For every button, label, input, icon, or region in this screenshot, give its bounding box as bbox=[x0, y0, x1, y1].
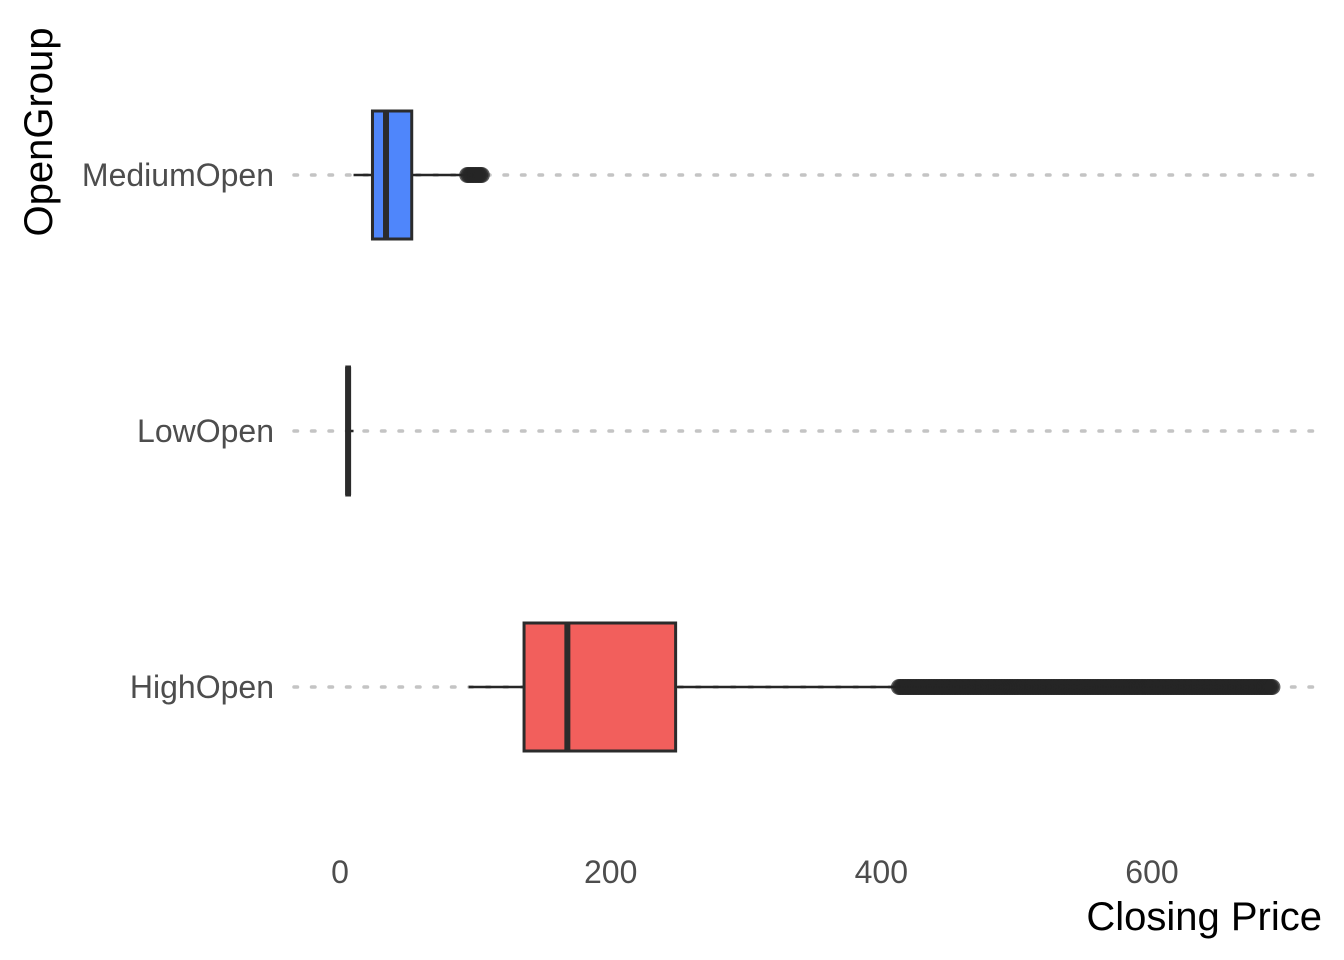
y-axis-title: OpenGroup bbox=[17, 27, 61, 236]
y-tick-labels: MediumOpen LowOpen HighOpen bbox=[82, 157, 274, 705]
outlier-point-MediumOpen-9 bbox=[473, 167, 490, 183]
box-layer bbox=[345, 109, 1281, 753]
box-HighOpen bbox=[522, 621, 678, 753]
box-group-LowOpen bbox=[345, 365, 354, 497]
box-group-MediumOpen bbox=[353, 109, 490, 241]
x-tick-labels: 0 200 400 600 bbox=[331, 854, 1179, 890]
y-tick-label-HighOpen: HighOpen bbox=[130, 669, 274, 705]
x-axis-title: Closing Price bbox=[1086, 895, 1322, 939]
x-tick-label-3: 600 bbox=[1125, 854, 1178, 890]
grid-layer bbox=[292, 173, 1324, 689]
box-MediumOpen bbox=[370, 109, 414, 241]
y-tick-label-LowOpen: LowOpen bbox=[137, 413, 274, 449]
x-tick-label-2: 400 bbox=[855, 854, 908, 890]
x-tick-label-1: 200 bbox=[584, 854, 637, 890]
y-tick-label-MediumOpen: MediumOpen bbox=[82, 157, 274, 193]
x-tick-label-0: 0 bbox=[331, 854, 349, 890]
box-group-HighOpen bbox=[468, 621, 1281, 753]
outlier-point-HighOpen-230 bbox=[1264, 679, 1281, 695]
